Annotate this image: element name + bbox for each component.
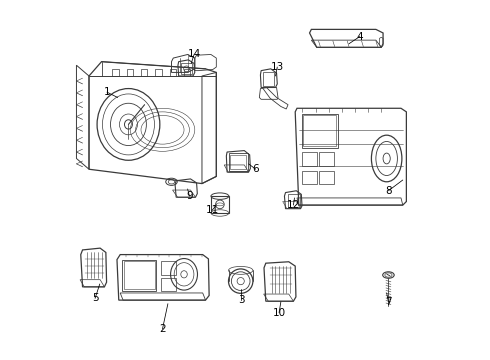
Bar	[161, 278, 176, 291]
Text: 11: 11	[205, 206, 219, 216]
Text: 7: 7	[385, 297, 392, 307]
Bar	[302, 152, 317, 166]
Bar	[122, 260, 156, 291]
Bar	[229, 153, 247, 171]
Bar	[181, 63, 192, 74]
Bar	[302, 114, 338, 148]
Text: 4: 4	[356, 32, 363, 41]
Text: 10: 10	[272, 308, 286, 318]
Bar	[263, 72, 274, 86]
Bar	[230, 155, 246, 169]
Text: 1: 1	[103, 87, 110, 97]
Text: 5: 5	[92, 293, 98, 303]
Bar	[303, 115, 336, 146]
Text: 6: 6	[252, 164, 259, 174]
Bar	[124, 261, 155, 289]
Text: 8: 8	[385, 186, 392, 196]
Text: 2: 2	[159, 324, 166, 334]
Text: 13: 13	[270, 62, 284, 72]
Bar	[288, 194, 299, 207]
Bar	[161, 261, 176, 275]
Bar	[302, 171, 317, 184]
Text: 14: 14	[188, 49, 201, 59]
Text: 3: 3	[238, 295, 245, 305]
Bar	[319, 171, 334, 184]
Text: 12: 12	[287, 200, 300, 210]
Bar	[319, 152, 334, 166]
Text: 9: 9	[186, 191, 193, 201]
